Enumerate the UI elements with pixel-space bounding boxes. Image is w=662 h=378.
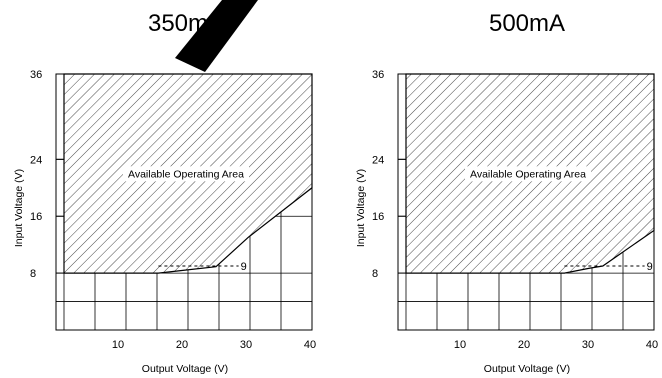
x-tick-label: 40 — [304, 339, 316, 351]
annotation-label: 9 — [647, 261, 653, 273]
y-tick-label: 36 — [30, 69, 42, 81]
x-tick-label: 10 — [112, 339, 124, 351]
region-label-background — [465, 166, 591, 182]
x-tick-label: 20 — [518, 339, 530, 351]
y-axis-label: Input Voltage (V) — [355, 169, 367, 247]
x-tick-label: 30 — [240, 339, 252, 351]
y-tick-label: 24 — [372, 154, 384, 166]
annotation-label: 9 — [241, 261, 247, 273]
region-label: Available Operating Area — [470, 168, 586, 180]
x-tick-label: 30 — [582, 339, 594, 351]
plot-frame — [397, 73, 655, 331]
y-axis-label: Input Voltage (V) — [13, 169, 25, 247]
region-label-background — [123, 166, 249, 182]
x-tick-label: 40 — [646, 339, 658, 351]
plot-frame — [55, 73, 313, 331]
x-axis-label: Output Voltage (V) — [484, 363, 570, 375]
watermark-stroke — [175, 0, 258, 72]
y-tick-label: 16 — [372, 211, 384, 223]
x-tick-label: 10 — [454, 339, 466, 351]
y-tick-label: 8 — [372, 268, 378, 280]
chart-title: 500mA — [489, 10, 565, 37]
y-tick-label: 24 — [30, 154, 42, 166]
y-tick-label: 36 — [372, 69, 384, 81]
y-tick-label: 8 — [30, 268, 36, 280]
region-label: Available Operating Area — [128, 168, 244, 180]
x-tick-label: 20 — [176, 339, 188, 351]
chart-2: 500mA Available Operating Area 9 8 16 24 36 10 2… — [355, 10, 658, 375]
x-axis-label: Output Voltage (V) — [142, 363, 228, 375]
y-tick-label: 16 — [30, 211, 42, 223]
